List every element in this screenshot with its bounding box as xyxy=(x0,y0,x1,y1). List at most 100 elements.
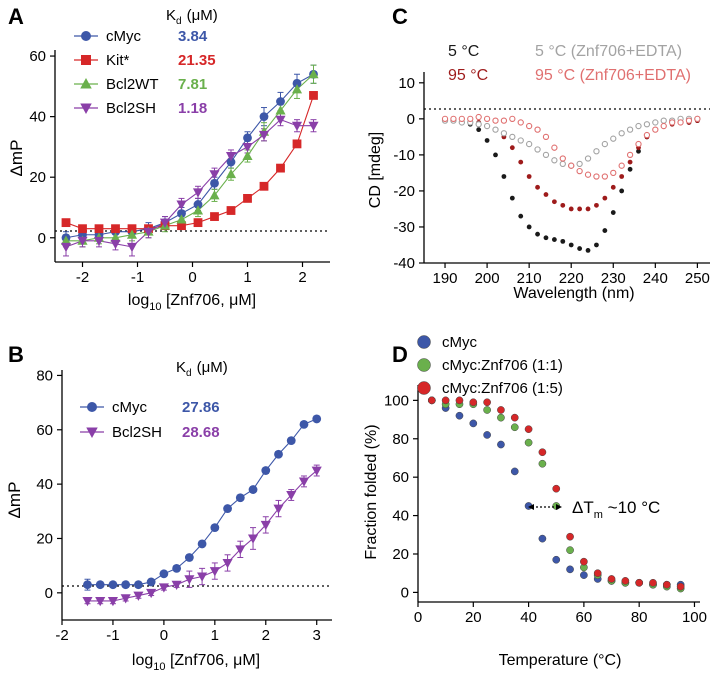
data-point-cMyc xyxy=(146,577,156,587)
x-tick-label: 60 xyxy=(576,609,593,626)
y-tick-label: 80 xyxy=(36,367,53,384)
legend-kd-value: 1.18 xyxy=(178,100,207,117)
cd-point-95 °C (Znf706+EDTA) xyxy=(542,133,550,141)
data-point-Bcl2WT xyxy=(192,205,204,215)
cd-point-95 °C (Znf706+EDTA) xyxy=(509,115,516,122)
legend-label: Bcl2WT xyxy=(106,76,159,93)
data-point-Bcl2SH xyxy=(146,588,157,599)
melt-point-cMyc xyxy=(566,565,574,574)
legend-marker-Kit* xyxy=(81,55,91,65)
data-point-Bcl2SH xyxy=(171,580,182,590)
cd-point-95 °C (Znf706+EDTA) xyxy=(576,167,583,175)
data-point-Kit* xyxy=(210,212,219,221)
panel-d-points xyxy=(427,396,685,593)
cd-point-95 °C (Znf706+EDTA) xyxy=(635,140,642,148)
melt-point-cMyc:Znf706 (1:1) xyxy=(483,406,491,414)
cd-point-5 °C xyxy=(484,138,490,143)
panel-d-y-label: Fraction folded (%) xyxy=(363,424,380,559)
cd-point-95 °C xyxy=(535,184,540,190)
melt-point-cMyc xyxy=(483,431,491,439)
legend-marker-cMyc xyxy=(81,31,91,41)
data-point-cMyc xyxy=(108,580,118,590)
cd-point-95 °C xyxy=(509,145,515,151)
data-point-cMyc xyxy=(286,436,296,446)
panel-d-x-label: Temperature (°C) xyxy=(499,652,622,669)
cd-point-5 °C (Znf706+EDTA) xyxy=(500,130,508,137)
data-point-Kit* xyxy=(193,218,203,228)
panel-b-label: B xyxy=(8,342,24,367)
cd-point-5 °C (Znf706+EDTA) xyxy=(618,130,625,137)
cd-point-95 °C (Znf706+EDTA) xyxy=(568,162,575,169)
cd-point-95 °C xyxy=(518,159,524,165)
legend-marker-cMyc xyxy=(87,402,97,412)
melt-point-cMyc:Znf706 (1:1) xyxy=(524,438,533,447)
legend-label: 5 °C xyxy=(448,43,479,60)
x-tick-label: 250 xyxy=(685,270,710,287)
cd-point-5 °C (Znf706+EDTA) xyxy=(517,137,524,144)
data-point-Bcl2WT xyxy=(126,229,138,239)
x-tick-label: 20 xyxy=(465,609,482,626)
series-line-cMyc xyxy=(65,73,314,239)
panel-d-annotation: ΔTm ~10 °C xyxy=(528,498,660,521)
cd-point-95 °C (Znf706+EDTA) xyxy=(551,144,558,151)
panel-d: D 0 20 40 60 80 100 0 20 40 60 80 100 Fraction fold… xyxy=(363,334,707,669)
cd-point-95 °C xyxy=(610,184,616,190)
melt-point-cMyc xyxy=(510,467,519,476)
legend-kd-value: 21.35 xyxy=(178,52,216,69)
cd-point-5 °C xyxy=(526,224,532,230)
y-tick-label: 60 xyxy=(29,48,46,65)
data-point-cMyc xyxy=(226,157,236,167)
legend-label: cMyc xyxy=(112,399,147,416)
data-point-Bcl2SH xyxy=(260,520,271,531)
cd-point-5 °C (Znf706+EDTA) xyxy=(660,117,667,124)
panel-b-points xyxy=(82,414,322,607)
melt-point-cMyc:Znf706 (1:1) xyxy=(510,423,519,432)
data-point-cMyc xyxy=(193,200,203,209)
data-point-cMyc xyxy=(235,493,245,503)
cd-point-95 °C (Znf706+EDTA) xyxy=(483,115,491,122)
data-point-Bcl2SH xyxy=(222,558,233,569)
x-tick-label: 0 xyxy=(414,609,422,626)
data-point-cMyc xyxy=(243,133,252,143)
data-point-Bcl2WT xyxy=(308,68,319,79)
data-point-Bcl2SH xyxy=(258,130,270,141)
x-tick-label: 3 xyxy=(313,627,321,644)
cd-point-95 °C (Znf706+EDTA) xyxy=(593,173,600,180)
data-point-Kit* xyxy=(276,163,285,173)
melt-point-cMyc:Znf706 (1:5) xyxy=(593,569,602,578)
y-tick-label: 40 xyxy=(392,508,409,525)
melt-point-cMyc:Znf706 (1:5) xyxy=(427,396,436,405)
melt-point-cMyc xyxy=(497,440,505,449)
y-tick-label: 0 xyxy=(401,584,409,601)
data-point-Kit* xyxy=(243,194,252,203)
cd-point-95 °C xyxy=(619,174,625,179)
cd-point-95 °C (Znf706+EDTA) xyxy=(618,162,625,169)
y-tick-label: 20 xyxy=(29,169,46,186)
panel-b-axes: -2 -1 0 1 2 3 0 20 40 60 80 xyxy=(36,367,332,644)
panel-c-y-label: CD [mdeg] xyxy=(367,132,384,208)
cd-point-5 °C (Znf706+EDTA) xyxy=(610,135,617,142)
cd-point-95 °C (Znf706+EDTA) xyxy=(694,115,701,122)
data-point-Bcl2SH xyxy=(308,121,319,131)
data-point-cMyc xyxy=(177,209,186,218)
cd-point-5 °C xyxy=(476,127,482,133)
data-point-Bcl2WT xyxy=(242,150,253,160)
x-tick-label: 240 xyxy=(643,270,668,287)
cd-point-95 °C xyxy=(560,202,566,208)
cd-point-95 °C (Znf706+EDTA) xyxy=(652,126,659,133)
x-tick-label: -2 xyxy=(76,269,89,286)
melt-point-cMyc:Znf706 (1:5) xyxy=(635,578,644,587)
data-point-Bcl2SH xyxy=(247,534,259,544)
cd-point-5 °C (Znf706+EDTA) xyxy=(509,133,516,141)
data-point-Kit* xyxy=(94,224,104,234)
cd-point-95 °C xyxy=(627,159,633,165)
panel-d-label: D xyxy=(392,342,408,367)
x-tick-label: 100 xyxy=(682,609,707,626)
data-point-Bcl2SH xyxy=(298,477,310,487)
melt-point-cMyc:Znf706 (1:5) xyxy=(607,575,616,583)
cd-point-95 °C (Znf706+EDTA) xyxy=(534,126,541,133)
cd-point-95 °C xyxy=(602,195,608,201)
y-tick-label: 20 xyxy=(36,530,53,547)
